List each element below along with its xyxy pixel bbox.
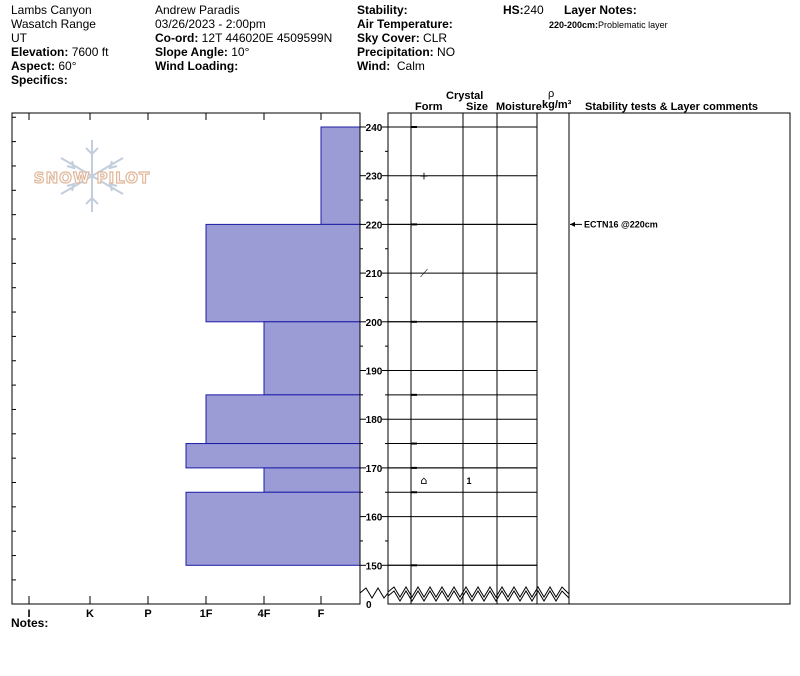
hardness-bar xyxy=(263,321,361,396)
specifics: Specifics: xyxy=(11,73,68,87)
wind-loading: Wind Loading: xyxy=(155,59,239,73)
height-tick-label: 220 xyxy=(366,220,383,231)
height-minor-ticks xyxy=(12,116,16,581)
air-temperature: Air Temperature: xyxy=(357,17,453,31)
range: Wasatch Range xyxy=(11,17,96,31)
grain-form-symbol: + xyxy=(419,170,428,183)
wind: Wind: Calm xyxy=(357,59,425,73)
aspect: Aspect: 60° xyxy=(11,59,77,73)
stability-test-arrowhead xyxy=(570,221,575,227)
height-tick-label: 200 xyxy=(366,318,383,329)
watermark-text: SNOW PILOT xyxy=(34,169,150,187)
layer-symbols: + ⟋ ⌂ 1 xyxy=(419,170,471,487)
stability-test-annotations: ECTN16 @220cm xyxy=(570,219,658,229)
layer-notes-title: Layer Notes: xyxy=(564,3,637,17)
density-header: kg/m³ xyxy=(542,99,572,111)
height-tick-label: 240 xyxy=(366,123,383,134)
layer-boundary-lines xyxy=(388,126,537,567)
column-headers: Crystal Form Size Moisture ρ kg/m³ Stabi… xyxy=(415,88,758,113)
hardness-bar xyxy=(185,491,361,566)
hardness-bar xyxy=(263,467,361,493)
hardness-tick-label: P xyxy=(144,608,151,620)
height-tick-label: 180 xyxy=(366,415,383,426)
grain-form-symbol: ⟋ xyxy=(420,267,428,280)
sky-cover: Sky Cover: CLR xyxy=(357,31,448,45)
header-col1: Lambs Canyon Wasatch Range UT Elevation:… xyxy=(11,3,108,87)
hardness-tick-label: 4F xyxy=(258,608,271,620)
slope-angle: Slope Angle: 10° xyxy=(155,45,250,59)
break-tick-label: 0 xyxy=(366,600,372,611)
height-tick-label: 210 xyxy=(366,269,383,280)
stability: Stability: xyxy=(357,3,408,17)
hardness-bar xyxy=(205,223,361,323)
hardness-tick-label: K xyxy=(86,608,94,620)
elevation: Elevation: 7600 ft xyxy=(11,45,109,59)
snowpilot-watermark: SNOW PILOT xyxy=(33,140,150,212)
hardness-bar xyxy=(185,443,361,469)
hardness-tick-label: I xyxy=(27,608,30,620)
form-header: Form xyxy=(415,101,443,113)
hardness-bars xyxy=(185,126,361,566)
state: UT xyxy=(11,31,27,45)
header-col2: Andrew Paradis 03/26/2023 - 2:00pm Co-or… xyxy=(155,3,332,73)
observer: Andrew Paradis xyxy=(155,3,240,17)
height-tick-label: 190 xyxy=(366,367,383,378)
layer-table xyxy=(387,112,791,605)
hardness-tick-label: 1F xyxy=(200,608,213,620)
grain-size-value: 1 xyxy=(466,476,471,486)
hardness-bar xyxy=(205,394,361,445)
moisture-header: Moisture xyxy=(496,101,542,113)
header-col3: Stability: Air Temperature: Sky Cover: C… xyxy=(357,3,455,73)
height-tick-label: 230 xyxy=(366,172,383,183)
snowflake-icon xyxy=(60,140,124,212)
height-tick-label: 160 xyxy=(366,513,383,524)
layer-table-frame xyxy=(387,112,791,605)
crystal-header: Crystal xyxy=(446,90,483,102)
hardness-panel-frame xyxy=(11,112,361,605)
stability-test-label: ECTN16 @220cm xyxy=(584,219,658,229)
grain-form-symbol: ⌂ xyxy=(421,474,428,487)
precipitation: Precipitation: NO xyxy=(357,45,456,59)
axis-break-zigzag xyxy=(359,586,570,602)
coordinates: Co-ord: 12T 446020E 4509599N xyxy=(155,31,333,45)
datetime: 03/26/2023 - 2:00pm xyxy=(155,17,266,31)
hardness-tick-label: F xyxy=(318,608,325,620)
hardness-bar xyxy=(320,126,361,225)
stability-header: Stability tests & Layer comments xyxy=(585,101,758,113)
size-header: Size xyxy=(466,101,488,113)
layer-note: 220-200cm:Problematic layer xyxy=(549,20,668,30)
height-axis: 240 230 220 210 200 190 180 170 160 150 xyxy=(360,123,388,572)
snow-height: HS:240 xyxy=(503,3,544,17)
location: Lambs Canyon xyxy=(11,3,92,17)
rho-header: ρ xyxy=(548,88,554,100)
hardness-axis: I K P 1F 4F F xyxy=(27,113,325,620)
height-tick-label: 150 xyxy=(366,561,383,572)
notes-label: Notes: xyxy=(11,616,49,630)
height-tick-label: 170 xyxy=(366,464,383,475)
